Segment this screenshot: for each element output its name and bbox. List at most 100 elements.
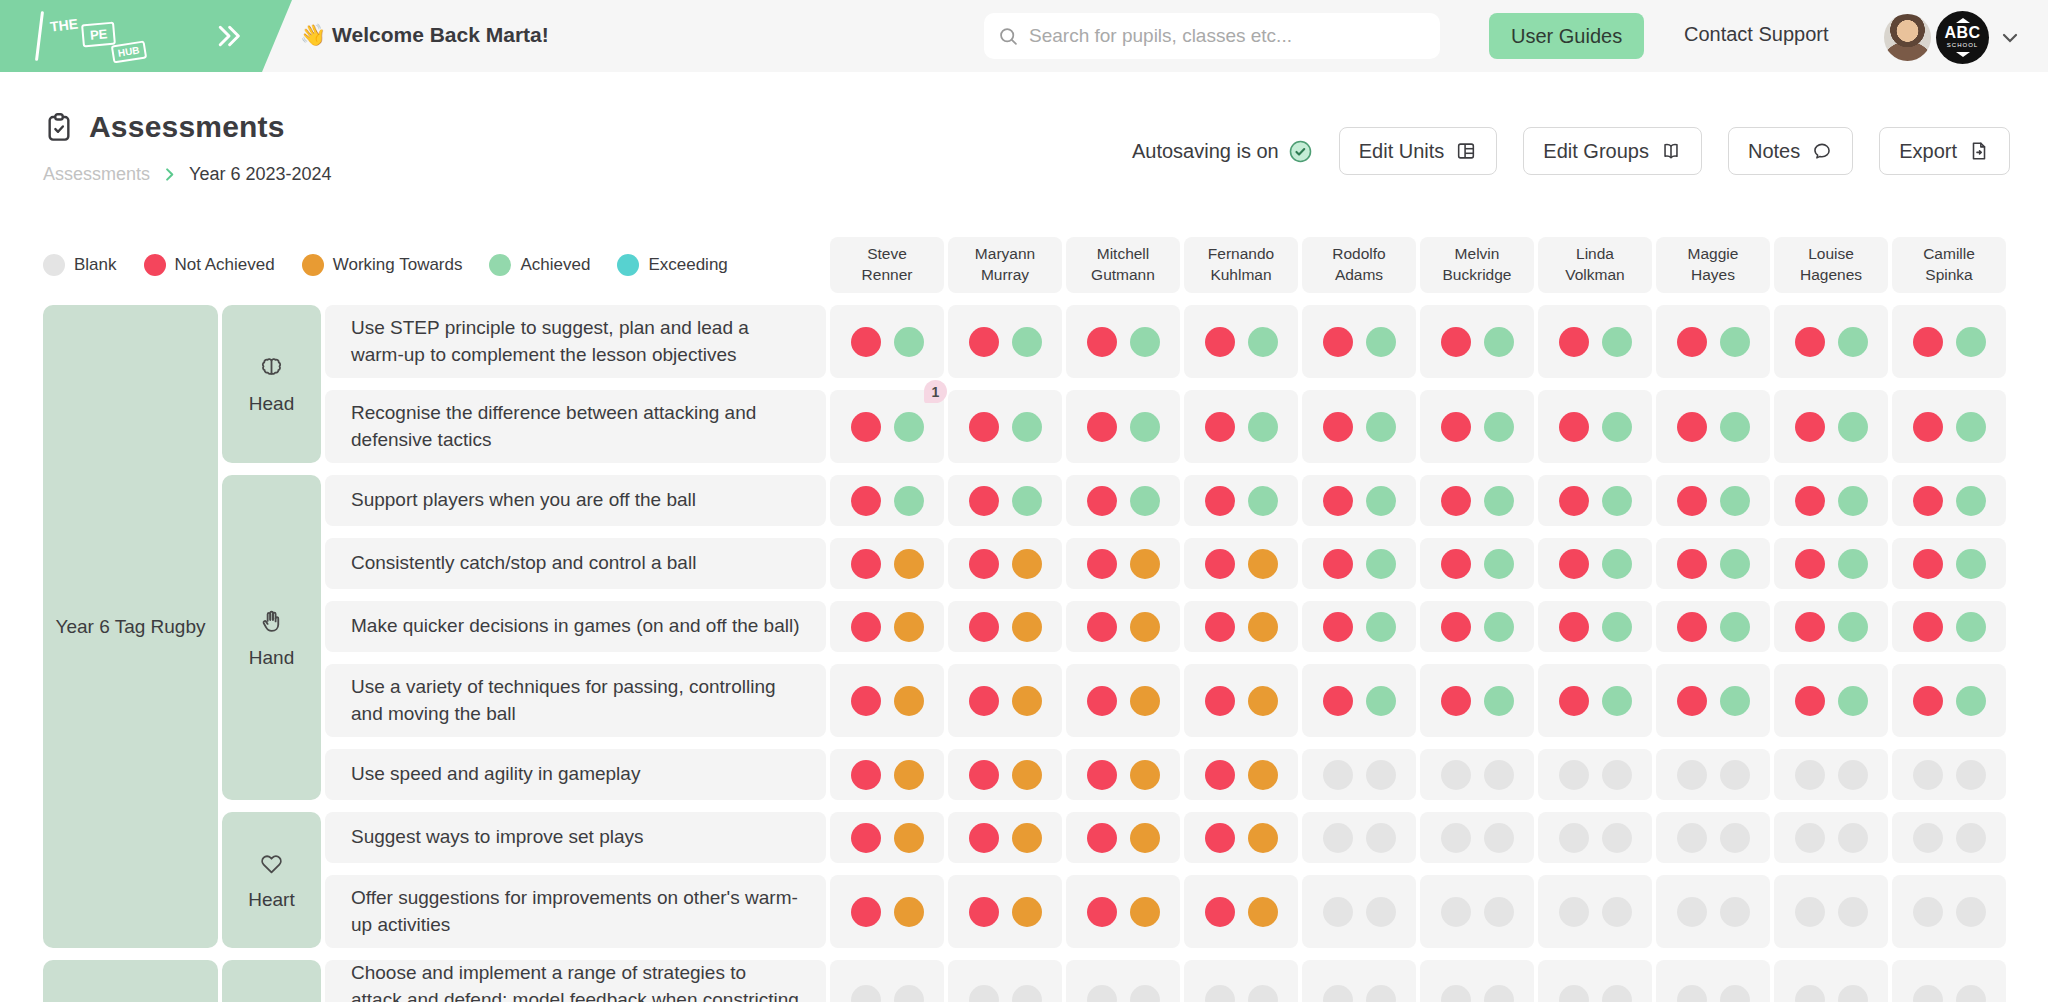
mark-dot-left[interactable] (1913, 549, 1943, 579)
mark-dot-left[interactable] (1205, 486, 1235, 516)
mark-dot-left[interactable] (1913, 985, 1943, 1002)
mark-dot-left[interactable] (969, 686, 999, 716)
assessment-cell[interactable] (1066, 664, 1180, 737)
assessment-cell[interactable] (1538, 475, 1652, 526)
chevrons-right-icon[interactable] (214, 21, 244, 51)
mark-dot-left[interactable] (1441, 612, 1471, 642)
mark-dot-left[interactable] (851, 686, 881, 716)
mark-dot-right[interactable] (1366, 897, 1396, 927)
mark-dot-left[interactable] (1795, 486, 1825, 516)
assessment-cell[interactable] (1656, 875, 1770, 948)
mark-dot-left[interactable] (1677, 823, 1707, 853)
assessment-cell[interactable] (1774, 390, 1888, 463)
student-header[interactable]: SteveRenner (830, 237, 944, 293)
breadcrumb-root[interactable]: Assessments (43, 164, 150, 185)
assessment-cell[interactable] (1302, 475, 1416, 526)
mark-dot-right[interactable] (894, 760, 924, 790)
assessment-cell[interactable] (1892, 812, 2006, 863)
mark-dot-right[interactable] (894, 486, 924, 516)
mark-dot-right[interactable] (1012, 327, 1042, 357)
assessment-cell[interactable] (1892, 960, 2006, 1002)
assessment-cell[interactable] (1302, 664, 1416, 737)
assessment-cell[interactable] (1302, 749, 1416, 800)
assessment-cell[interactable] (1892, 538, 2006, 589)
assessment-cell[interactable] (1774, 875, 1888, 948)
assessment-cell[interactable] (1066, 601, 1180, 652)
assessment-cell[interactable] (1420, 664, 1534, 737)
mark-dot-left[interactable] (1677, 686, 1707, 716)
assessment-cell[interactable] (1892, 601, 2006, 652)
mark-dot-left[interactable] (1087, 549, 1117, 579)
assessment-cell[interactable] (1774, 664, 1888, 737)
mark-dot-left[interactable] (851, 823, 881, 853)
mark-dot-right[interactable] (1366, 686, 1396, 716)
mark-dot-left[interactable] (1441, 486, 1471, 516)
mark-dot-right[interactable] (1248, 823, 1278, 853)
mark-dot-right[interactable] (894, 686, 924, 716)
mark-dot-left[interactable] (1795, 760, 1825, 790)
mark-dot-left[interactable] (1323, 327, 1353, 357)
mark-dot-left[interactable] (1205, 327, 1235, 357)
mark-dot-right[interactable] (1012, 549, 1042, 579)
mark-dot-right[interactable] (1484, 612, 1514, 642)
assessment-cell[interactable] (1184, 475, 1298, 526)
assessment-cell[interactable] (830, 305, 944, 378)
assessment-cell[interactable] (1184, 538, 1298, 589)
mark-dot-left[interactable] (1087, 985, 1117, 1002)
mark-dot-left[interactable] (1559, 985, 1589, 1002)
account-area[interactable]: ABC SCHOOL (1884, 11, 2022, 64)
mark-dot-right[interactable] (1012, 686, 1042, 716)
mark-dot-left[interactable] (1559, 823, 1589, 853)
assessment-cell[interactable] (830, 875, 944, 948)
mark-dot-right[interactable] (1248, 686, 1278, 716)
mark-dot-right[interactable] (1602, 486, 1632, 516)
mark-dot-right[interactable] (1602, 760, 1632, 790)
mark-dot-right[interactable] (1956, 549, 1986, 579)
assessment-cell[interactable] (1656, 601, 1770, 652)
assessment-cell[interactable] (948, 812, 1062, 863)
contact-support-link[interactable]: Contact Support (1684, 23, 1829, 46)
mark-dot-right[interactable] (1484, 327, 1514, 357)
mark-dot-right[interactable] (1956, 760, 1986, 790)
mark-dot-right[interactable] (1484, 412, 1514, 442)
mark-dot-left[interactable] (1205, 985, 1235, 1002)
mark-dot-left[interactable] (1087, 686, 1117, 716)
assessment-cell[interactable] (1538, 812, 1652, 863)
assessment-cell[interactable] (1892, 305, 2006, 378)
mark-dot-left[interactable] (969, 612, 999, 642)
assessment-cell[interactable] (1656, 812, 1770, 863)
mark-dot-left[interactable] (851, 985, 881, 1002)
mark-dot-right[interactable] (1956, 686, 1986, 716)
notes-button[interactable]: Notes (1728, 127, 1853, 175)
mark-dot-left[interactable] (1913, 897, 1943, 927)
mark-dot-left[interactable] (1205, 686, 1235, 716)
assessment-cell[interactable] (948, 390, 1062, 463)
mark-dot-left[interactable] (969, 760, 999, 790)
mark-dot-left[interactable] (1205, 612, 1235, 642)
assessment-cell[interactable] (1184, 749, 1298, 800)
assessment-cell[interactable] (1184, 390, 1298, 463)
mark-dot-right[interactable] (1720, 985, 1750, 1002)
mark-dot-left[interactable] (1441, 897, 1471, 927)
mark-dot-right[interactable] (1366, 612, 1396, 642)
mark-dot-left[interactable] (1323, 897, 1353, 927)
assessment-cell[interactable] (1302, 601, 1416, 652)
assessment-cell[interactable] (948, 475, 1062, 526)
mark-dot-left[interactable] (969, 823, 999, 853)
mark-dot-right[interactable] (1720, 760, 1750, 790)
mark-dot-right[interactable] (1366, 327, 1396, 357)
mark-dot-left[interactable] (1559, 327, 1589, 357)
mark-dot-left[interactable] (1087, 612, 1117, 642)
assessment-cell[interactable] (1066, 390, 1180, 463)
mark-dot-right[interactable] (1130, 823, 1160, 853)
assessment-cell[interactable] (1892, 749, 2006, 800)
assessment-cell[interactable] (1656, 664, 1770, 737)
assessment-cell[interactable] (830, 812, 944, 863)
assessment-cell[interactable] (1656, 475, 1770, 526)
mark-dot-right[interactable] (1956, 823, 1986, 853)
mark-dot-right[interactable] (1602, 412, 1632, 442)
assessment-cell[interactable] (1420, 475, 1534, 526)
mark-dot-left[interactable] (1913, 612, 1943, 642)
mark-dot-right[interactable] (1130, 760, 1160, 790)
mark-dot-right[interactable] (1012, 897, 1042, 927)
